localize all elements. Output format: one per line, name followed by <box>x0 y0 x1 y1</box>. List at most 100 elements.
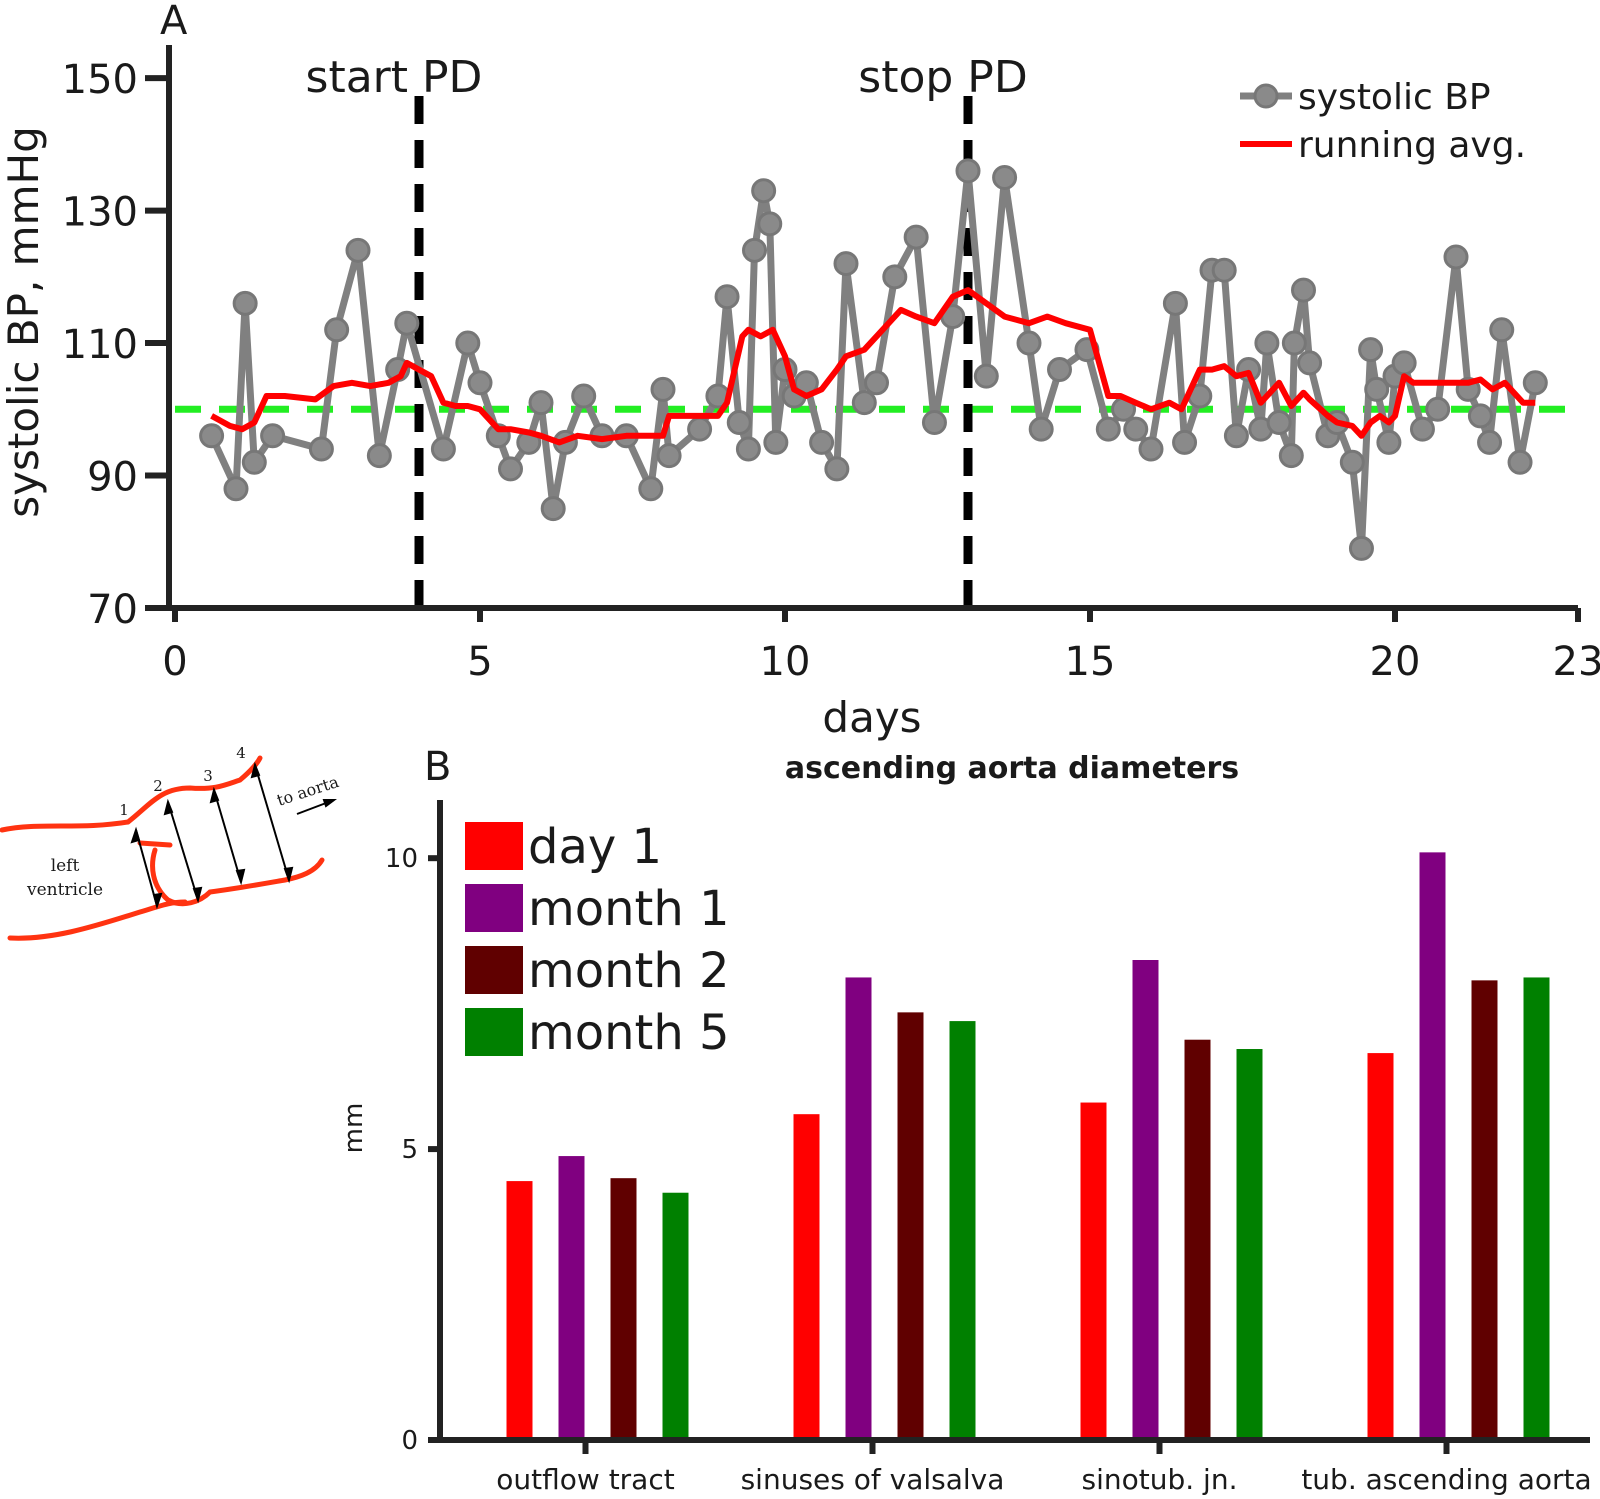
data-point <box>199 423 225 449</box>
panel-label: A <box>160 0 188 44</box>
bar <box>558 1156 585 1440</box>
legend: day 1 month 1 month 2 month 5 <box>465 819 730 1061</box>
data-point <box>1095 416 1121 442</box>
section-number-2: 2 <box>153 777 163 795</box>
bar <box>662 1192 689 1440</box>
data-point <box>1028 416 1054 442</box>
bar <box>1523 977 1550 1440</box>
legend-label: day 1 <box>528 819 662 875</box>
series-group <box>199 158 1548 561</box>
data-point <box>467 370 493 396</box>
x-tick-label: sinotub. jn. <box>1082 1463 1238 1496</box>
data-point <box>528 390 554 416</box>
data-point <box>260 423 286 449</box>
data-point <box>345 237 371 263</box>
data-point <box>1443 244 1469 270</box>
data-point <box>1391 350 1417 376</box>
data-point <box>992 164 1018 190</box>
bars-group <box>506 852 1550 1440</box>
bar <box>506 1181 533 1440</box>
panel-label: B <box>424 744 451 790</box>
data-point <box>1278 443 1304 469</box>
data-point <box>824 456 850 482</box>
data-point <box>1123 416 1149 442</box>
section-number-4: 4 <box>236 744 246 762</box>
x-tick-label: sinuses of valsalva <box>741 1463 1005 1496</box>
data-point <box>735 436 761 462</box>
bar <box>1080 1102 1107 1440</box>
y-axis-label: systolic BP, mmHg <box>0 126 48 517</box>
data-point <box>1211 257 1237 283</box>
data-point <box>455 330 481 356</box>
data-point <box>1348 535 1374 561</box>
legend-label: month 5 <box>528 1005 730 1061</box>
data-point <box>241 449 267 475</box>
direction-label: to aorta <box>274 772 341 810</box>
series-line <box>208 167 1539 552</box>
data-point <box>394 310 420 336</box>
data-point <box>1138 436 1164 462</box>
data-point <box>1223 423 1249 449</box>
aorta-schematic: 1 2 3 4 left ventricle to aorta <box>0 744 341 941</box>
ticks-group: 0 5 10 outflow tract sinuses of valsalva sino… <box>385 844 1592 1496</box>
data-point <box>1254 330 1280 356</box>
legend: systolic BP running avg. <box>1240 77 1526 166</box>
data-point <box>1507 449 1533 475</box>
panel-a-line-chart: A start PD stop PD 70 90 110 130 150 0 5 10 15 20 2… <box>0 0 1600 742</box>
bar <box>845 977 872 1440</box>
data-point <box>223 476 249 502</box>
y-tick-label: 90 <box>87 455 138 501</box>
bar <box>610 1178 637 1440</box>
section-number-1: 1 <box>119 801 129 819</box>
legend-label: systolic BP <box>1298 77 1491 118</box>
x-tick-label: 20 <box>1370 639 1421 685</box>
bar <box>897 1012 924 1440</box>
axes-group <box>166 45 1578 611</box>
data-point <box>1522 370 1548 396</box>
data-point <box>1376 429 1402 455</box>
event-annotation: stop PD <box>858 52 1027 103</box>
data-point <box>1297 350 1323 376</box>
data-point <box>1409 416 1435 442</box>
y-tick-label: 5 <box>401 1135 418 1165</box>
y-tick-label: 150 <box>62 57 138 103</box>
data-point <box>955 158 981 184</box>
data-point <box>833 251 859 277</box>
data-point <box>430 436 456 462</box>
data-point <box>571 383 597 409</box>
data-point <box>864 370 889 396</box>
schematic-outline <box>0 755 325 941</box>
schematic-arrows <box>130 761 337 910</box>
bar <box>793 1114 820 1440</box>
bar <box>1419 852 1446 1440</box>
data-point <box>687 416 713 442</box>
data-point <box>714 284 740 310</box>
y-tick-label: 130 <box>62 190 138 236</box>
data-point <box>742 237 767 263</box>
data-point <box>751 178 777 204</box>
bar <box>1367 1053 1394 1440</box>
event-lines-group <box>414 96 973 608</box>
x-tick-label: 0 <box>162 639 187 685</box>
chart-title: ascending aorta diameters <box>785 751 1239 786</box>
legend-swatch <box>465 946 523 994</box>
chamber-label-line-2: ventricle <box>26 880 103 900</box>
legend-swatch <box>465 1008 523 1056</box>
data-point <box>650 376 676 402</box>
data-point <box>851 390 877 416</box>
data-point <box>903 224 929 250</box>
legend-label: running avg. <box>1298 125 1526 166</box>
legend-swatch <box>465 884 523 932</box>
legend-label: month 1 <box>528 881 730 937</box>
bar <box>1471 980 1498 1440</box>
x-axis-label: days <box>822 693 921 742</box>
x-tick-label: 23 <box>1553 639 1600 685</box>
data-point <box>1266 410 1292 436</box>
y-tick-label: 0 <box>401 1426 418 1456</box>
series-line <box>210 287 1536 446</box>
data-point <box>308 436 334 462</box>
y-tick-label: 70 <box>87 587 138 633</box>
data-point <box>882 264 908 290</box>
bar <box>1236 1049 1263 1440</box>
legend-label: month 2 <box>528 943 730 999</box>
